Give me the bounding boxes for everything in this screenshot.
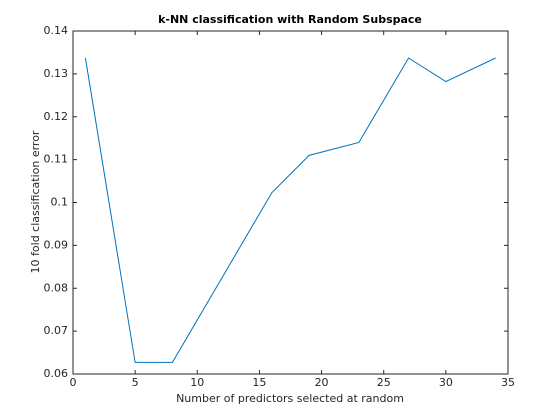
x-tick-label: 0 (70, 376, 77, 389)
y-tick-label: 0.1 (51, 196, 69, 209)
x-tick-label: 25 (377, 376, 391, 389)
y-tick-label: 0.07 (44, 324, 69, 337)
chart-title: k-NN classification with Random Subspace (158, 13, 422, 26)
y-tick-label: 0.06 (44, 367, 69, 380)
x-tick-label: 10 (190, 376, 204, 389)
x-tick-label: 30 (439, 376, 453, 389)
y-tick-label: 0.14 (44, 24, 69, 37)
y-tick-label: 0.08 (44, 281, 69, 294)
x-tick-label: 20 (315, 376, 329, 389)
x-tick-label: 15 (252, 376, 266, 389)
y-axis-label: 10 fold classification error (29, 130, 42, 273)
x-tick-label: 35 (501, 376, 515, 389)
y-tick-label: 0.13 (44, 67, 69, 80)
y-tick-label: 0.12 (44, 110, 69, 123)
data-line (84, 57, 496, 363)
x-axis-label: Number of predictors selected at random (176, 392, 404, 405)
x-tick-label: 5 (132, 376, 139, 389)
y-tick-label: 0.11 (44, 153, 69, 166)
y-tick-label: 0.09 (44, 238, 69, 251)
